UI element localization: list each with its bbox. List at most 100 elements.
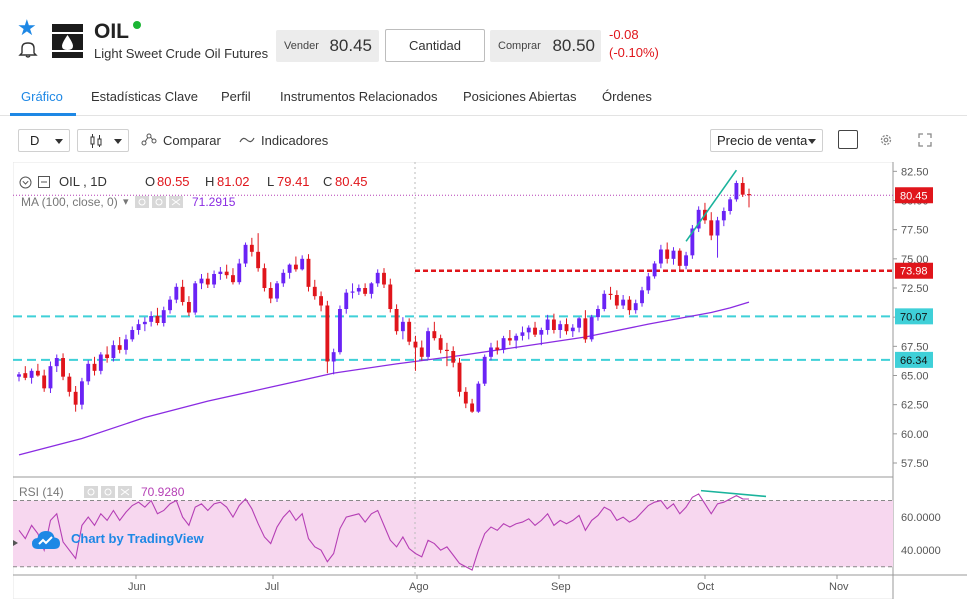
- candle-body: [482, 356, 487, 384]
- bell-icon[interactable]: [18, 40, 38, 58]
- buy-button[interactable]: Comprar 80.50: [490, 30, 601, 62]
- chart-canvas[interactable]: 82.5080.0077.5075.0072.5070.0067.5065.00…: [13, 162, 967, 599]
- tab-orders[interactable]: Órdenes: [602, 89, 652, 104]
- instrument-header: ★ OIL Light Sweet Crude Oil Futures Vend…: [0, 0, 967, 78]
- candle-body: [551, 319, 556, 330]
- candle-body: [614, 295, 619, 306]
- candle-body: [583, 318, 588, 340]
- price-label-text: 80.45: [900, 190, 928, 202]
- tradingview-label: Chart by TradingView: [71, 531, 204, 546]
- tab-key-stats[interactable]: Estadísticas Clave: [91, 89, 198, 104]
- candle-body: [142, 321, 147, 325]
- candle-body: [715, 220, 720, 236]
- chart-type-select[interactable]: [77, 129, 129, 152]
- rsi-trend-line-drawing: [700, 489, 767, 498]
- price-label-badge: [895, 187, 933, 204]
- buy-label: Comprar: [498, 40, 541, 52]
- candle-body: [275, 283, 279, 299]
- candle-body: [199, 278, 204, 284]
- candle-body: [73, 391, 78, 405]
- candle-body: [640, 290, 644, 304]
- candle-body: [155, 316, 160, 323]
- candle-body: [696, 209, 701, 229]
- market-open-indicator: [133, 21, 141, 29]
- time-tick-label: Ago: [409, 581, 429, 593]
- quantity-input[interactable]: Cantidad: [385, 29, 485, 62]
- chevron-down-icon[interactable]: ▾: [123, 196, 129, 208]
- ma-legend-value: 71.2915: [192, 195, 236, 209]
- candle-body: [394, 309, 399, 332]
- candle-body: [489, 347, 493, 357]
- candle-body: [262, 268, 267, 288]
- candle-body: [338, 309, 342, 353]
- candle-body: [577, 318, 582, 328]
- tab-profile[interactable]: Perfil: [221, 89, 251, 104]
- price-label-badge: [895, 351, 933, 368]
- candle-body: [501, 338, 506, 350]
- series-settings-icon[interactable]: [135, 196, 183, 208]
- candle-body: [589, 317, 594, 340]
- price-tick-label: 62.50: [901, 400, 929, 412]
- candle-body: [356, 288, 361, 292]
- price-type-select[interactable]: Precio de venta: [710, 129, 823, 152]
- gear-icon[interactable]: [879, 133, 893, 147]
- tab-chart[interactable]: Gráfico: [21, 89, 63, 104]
- candle-body: [438, 338, 443, 350]
- chevron-down-icon: [114, 139, 122, 144]
- candle-body: [180, 286, 185, 302]
- candle-body: [558, 324, 563, 330]
- candle-body: [570, 327, 575, 332]
- price-label-text: 73.98: [900, 266, 928, 278]
- price-tick-label: 82.50: [901, 166, 929, 178]
- rsi-settings-icon[interactable]: [84, 486, 132, 498]
- candle-body: [29, 370, 34, 378]
- candle-body: [168, 299, 172, 311]
- candle-body: [111, 345, 116, 358]
- interval-select[interactable]: D: [18, 129, 70, 152]
- candle-body: [344, 292, 349, 309]
- candle-body: [608, 293, 613, 295]
- sell-price: 80.45: [329, 36, 372, 55]
- legend-high-value: 81.02: [217, 174, 250, 189]
- time-tick-label: Jul: [265, 581, 279, 593]
- candle-body: [67, 376, 72, 392]
- candle-body: [319, 296, 324, 306]
- indicators-icon[interactable]: [239, 135, 255, 145]
- compare-icon[interactable]: [141, 132, 157, 146]
- candle-body: [149, 316, 154, 322]
- instrument-name: Light Sweet Crude Oil Futures: [94, 46, 269, 61]
- tab-open-positions[interactable]: Posiciones Abiertas: [463, 89, 577, 104]
- chart-toolbar: D Comparar Indicadores Precio de venta: [0, 118, 967, 162]
- tab-related-instruments[interactable]: Instrumentos Relacionados: [280, 89, 438, 104]
- price-label-badge: [895, 262, 933, 279]
- hide-series-icon[interactable]: [38, 176, 50, 188]
- candle-body: [652, 263, 657, 277]
- candle-body: [721, 211, 726, 221]
- candle-body: [432, 331, 437, 339]
- candle-body: [42, 375, 47, 389]
- candle-body: [205, 278, 210, 285]
- chevron-down-icon: [808, 139, 816, 144]
- price-tick-label: 65.00: [901, 371, 929, 383]
- price-chart[interactable]: 82.5080.0077.5075.0072.5070.0067.5065.00…: [13, 162, 967, 599]
- time-tick-label: Nov: [829, 581, 849, 593]
- legend-open-value: 80.55: [157, 174, 190, 189]
- indicators-button[interactable]: Indicadores: [261, 133, 329, 148]
- sell-button[interactable]: Vender 80.45: [276, 30, 379, 62]
- candle-body: [79, 381, 84, 405]
- candle-body: [212, 274, 217, 285]
- rsi-tick-label: 60.0000: [901, 512, 941, 524]
- price-label-badge: [895, 308, 933, 325]
- favorite-star-icon[interactable]: ★: [17, 15, 37, 40]
- candle-body: [602, 293, 607, 309]
- rsi-tick-label: 40.0000: [901, 545, 941, 557]
- fullscreen-icon[interactable]: [918, 133, 932, 147]
- buy-price: 80.50: [552, 36, 595, 55]
- screenshot-checkbox[interactable]: [838, 130, 858, 149]
- collapse-icon[interactable]: [19, 176, 32, 189]
- candle-body: [596, 309, 600, 318]
- candle-body: [86, 363, 91, 382]
- candle-body: [243, 244, 248, 264]
- candle-body: [633, 303, 638, 311]
- compare-button[interactable]: Comparar: [163, 133, 221, 148]
